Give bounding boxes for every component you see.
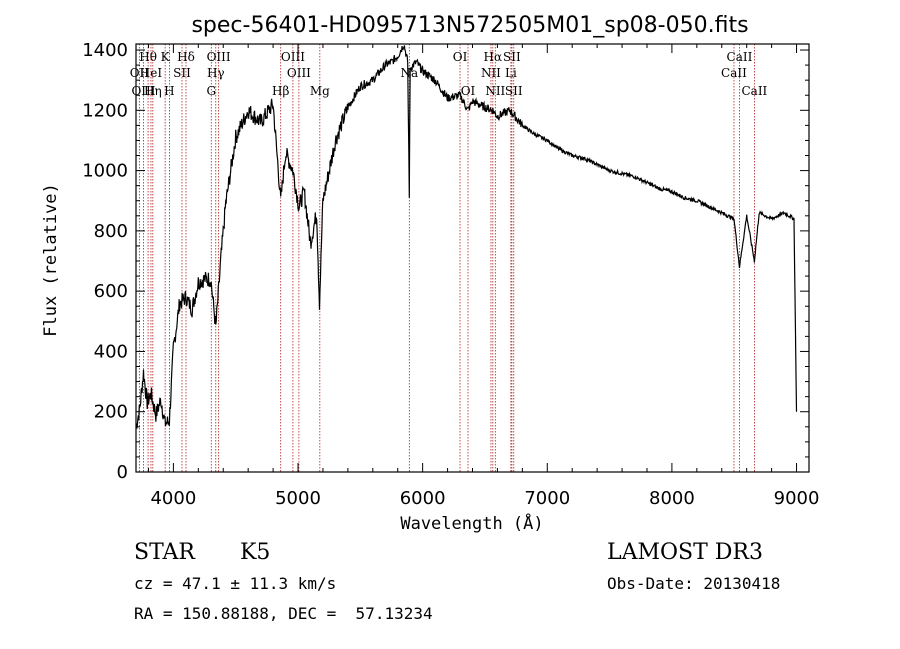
y-tick-label: 400 xyxy=(94,341,128,362)
line-marker-label: OI xyxy=(461,84,476,98)
object-class: STAR xyxy=(134,540,195,565)
x-tick-label: 7000 xyxy=(524,488,570,509)
x-tick-label: 6000 xyxy=(400,488,446,509)
line-marker-label: Mg xyxy=(310,84,330,98)
line-marker-label: K xyxy=(161,50,171,64)
x-tick-label: 5000 xyxy=(275,488,321,509)
redshift-velocity: cz = 47.1 ± 11.3 km/s xyxy=(134,574,337,593)
line-marker-label: Na xyxy=(400,66,418,80)
line-marker-label: CaII xyxy=(727,50,753,64)
line-marker-label: G xyxy=(206,84,216,98)
y-tick-label: 600 xyxy=(94,281,128,302)
line-marker-label: Hβ xyxy=(272,84,289,98)
line-marker-label: Hθ xyxy=(139,50,157,64)
line-marker-label: OIII xyxy=(207,50,231,64)
survey-name: LAMOST DR3 xyxy=(607,540,763,565)
line-marker-label: HeI xyxy=(140,66,163,80)
line-marker-label: Hδ xyxy=(177,50,195,64)
y-tick-label: 0 xyxy=(117,462,128,483)
spectrum-line xyxy=(135,45,798,429)
x-tick-label: 9000 xyxy=(774,488,820,509)
line-marker-label: OII xyxy=(130,66,150,80)
y-tick-label: 1000 xyxy=(82,161,128,182)
y-axis-label: Flux (relative) xyxy=(41,183,61,337)
line-marker-label: Hγ xyxy=(207,66,225,80)
line-marker-label: Li xyxy=(505,66,517,80)
line-marker-label: H xyxy=(164,84,174,98)
x-tick-label: 8000 xyxy=(649,488,695,509)
line-marker-label: NII xyxy=(481,66,501,80)
observation-date: Obs-Date: 20130418 xyxy=(607,574,781,593)
line-marker-label: SII xyxy=(503,50,521,64)
line-marker-label: Hη xyxy=(144,84,162,98)
y-tick-label: 1200 xyxy=(82,100,128,121)
line-marker-label: Hα xyxy=(484,50,503,64)
line-marker-label: NII xyxy=(485,84,505,98)
object-subclass: K5 xyxy=(240,540,271,565)
chart-title: spec-56401-HD095713N572505M01_sp08-050.f… xyxy=(191,13,748,38)
coordinates: RA = 150.88188, DEC = 57.13234 xyxy=(134,604,433,623)
line-marker-label: CaII xyxy=(721,66,747,80)
line-marker-label: SII xyxy=(505,84,523,98)
line-marker-label: OI xyxy=(453,50,468,64)
y-tick-label: 200 xyxy=(94,402,128,423)
x-axis-label: Wavelength (Å) xyxy=(400,512,543,534)
line-marker-label: OIII xyxy=(131,84,155,98)
y-tick-label: 800 xyxy=(94,221,128,242)
line-marker-label: CaII xyxy=(741,84,767,98)
axis-ticks: 4000 5000 6000 7000 8000 9000 0 200 400 600 800 100… xyxy=(82,40,819,509)
line-marker-label: SII xyxy=(173,66,191,80)
line-markers xyxy=(138,44,755,472)
x-tick-label: 4000 xyxy=(150,488,196,509)
line-marker-label: OIII xyxy=(287,66,311,80)
y-tick-label: 1400 xyxy=(82,40,128,61)
plot-frame xyxy=(135,43,810,473)
line-marker-label: OIII xyxy=(281,50,305,64)
